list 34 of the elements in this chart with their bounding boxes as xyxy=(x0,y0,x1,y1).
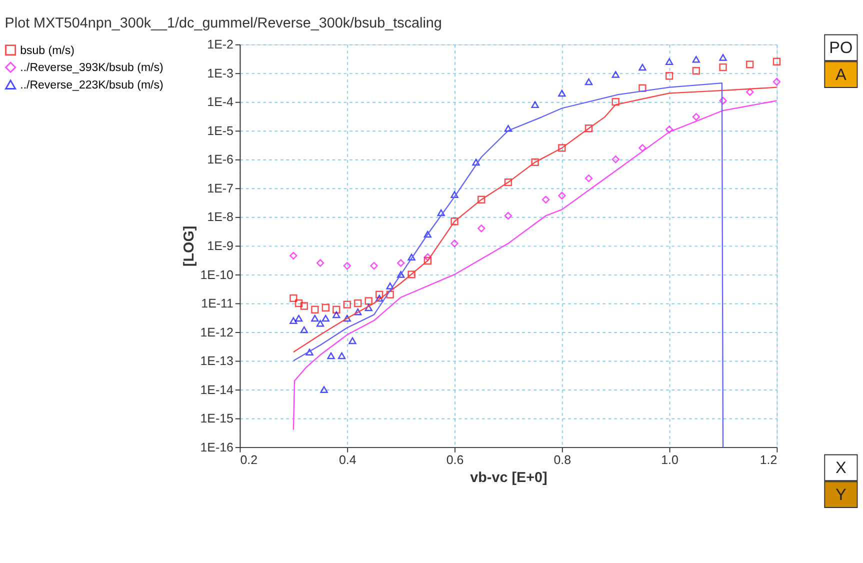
y-tick-label: 1E-6 xyxy=(207,152,234,167)
y-tick-label: 1E-15 xyxy=(200,412,234,426)
legend-label: ../Reverse_393K/bsub (m/s) xyxy=(20,62,164,74)
y-tick-label: 1E-8 xyxy=(207,210,234,224)
y-tick-label: 1E-14 xyxy=(200,382,234,397)
x-tick-label: 0.4 xyxy=(338,452,356,467)
line-series xyxy=(292,100,778,430)
y-tick-label: 1E-16 xyxy=(200,440,234,454)
x-axis-title: vb-vc [E+0] xyxy=(470,470,548,486)
y-tick-label: 1E-3 xyxy=(207,66,234,80)
y-tick-label: 1E-11 xyxy=(201,296,234,311)
y-tick-label: 1E-13 xyxy=(200,354,234,368)
y-tick-label: 1E-2 xyxy=(207,38,234,52)
text: X xyxy=(836,458,847,477)
y-tick-label: 1E-10 xyxy=(200,268,234,282)
x-tick-label: 0.2 xyxy=(240,452,258,467)
y-tick-label: 1E-9 xyxy=(207,239,234,254)
text: Y xyxy=(836,486,847,504)
y-axis-title: [LOG] xyxy=(182,226,198,267)
text: A xyxy=(836,66,847,84)
text: PO xyxy=(829,38,853,57)
y-tick-label: 1E-7 xyxy=(207,181,234,196)
x-tick-label: 0.6 xyxy=(446,452,464,467)
x-tick-label: 1.2 xyxy=(760,452,778,467)
chart-title: Plot MXT504npn_300k__1/dc_gummel/Reverse_300k/bsub_tscaling xyxy=(4,16,442,32)
y-tick-label: 1E-12 xyxy=(200,325,234,340)
line-series xyxy=(292,86,778,353)
legend-label: ../Reverse_223K/bsub (m/s) xyxy=(20,79,164,92)
x-tick-label: 1.0 xyxy=(661,452,679,467)
legend-label: bsub (m/s) xyxy=(20,44,75,57)
line-series xyxy=(292,82,724,448)
y-tick-label: 1E-4 xyxy=(207,95,234,110)
y-tick-label: 1E-5 xyxy=(207,124,234,138)
x-tick-label: 0.8 xyxy=(554,452,572,467)
